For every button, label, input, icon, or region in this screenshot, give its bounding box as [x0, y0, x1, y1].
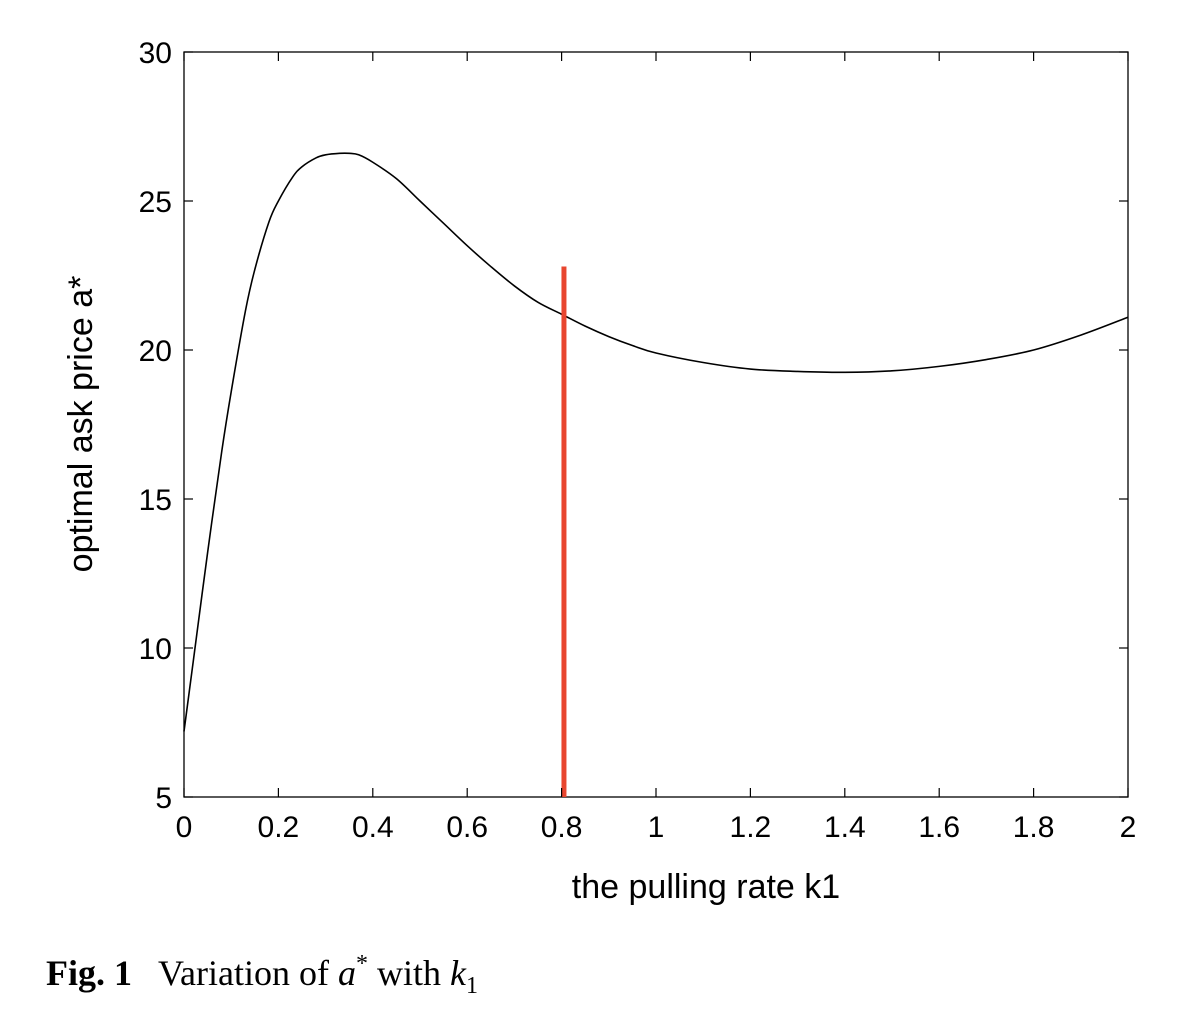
- caption-text-mid: with: [367, 953, 450, 993]
- x-tick-label: 1.6: [918, 811, 960, 844]
- y-tick-label: 5: [155, 782, 172, 815]
- caption-superscript: *: [355, 951, 368, 977]
- plot-area: [183, 51, 1129, 798]
- y-tick-label: 10: [139, 633, 172, 666]
- y-tick-label: 30: [139, 37, 172, 70]
- series-line: [183, 152, 1129, 732]
- line-chart: 0 0.2 0.4 0.6 0.8 1 1.2 1.4 1.6 1.8 2 51015202530 …: [62, 37, 1137, 906]
- figure-caption: Fig. 1 Variation of a* with k1: [46, 951, 478, 998]
- x-tick-label: 0.4: [352, 811, 394, 844]
- caption-variable-a: a: [337, 953, 356, 993]
- x-tick-label: 0.2: [258, 811, 300, 844]
- x-tick-label: 0: [176, 811, 193, 844]
- y-tick-label: 15: [139, 484, 172, 517]
- caption-variable-k: k: [449, 953, 466, 993]
- x-tick-label: 1.4: [824, 811, 866, 844]
- y-axis: 5 10 15 20 25 30: [139, 37, 1128, 815]
- x-axis-title: the pulling rate k1: [572, 868, 840, 906]
- caption-text-prefix: Variation of: [158, 953, 338, 993]
- x-axis: 0 0.2 0.4 0.6 0.8 1 1.2 1.4 1.6 1.8 2: [176, 52, 1137, 844]
- x-tick-label: 1.2: [730, 811, 772, 844]
- y-tick-label: 20: [139, 335, 172, 368]
- x-tick-label: 1: [648, 811, 665, 844]
- plot-frame: [183, 51, 1129, 798]
- x-tick-label: 0.8: [541, 811, 583, 844]
- data-layer: [183, 152, 1129, 797]
- x-tick-label: 0.6: [446, 811, 488, 844]
- x-tick-label: 2: [1120, 811, 1137, 844]
- y-axis-title: optimal ask price a*: [62, 276, 100, 573]
- y-tick-label: 25: [139, 186, 172, 219]
- x-tick-label: 1.8: [1013, 811, 1055, 844]
- caption-subscript: 1: [465, 973, 478, 999]
- figure-label: Fig. 1: [46, 953, 132, 993]
